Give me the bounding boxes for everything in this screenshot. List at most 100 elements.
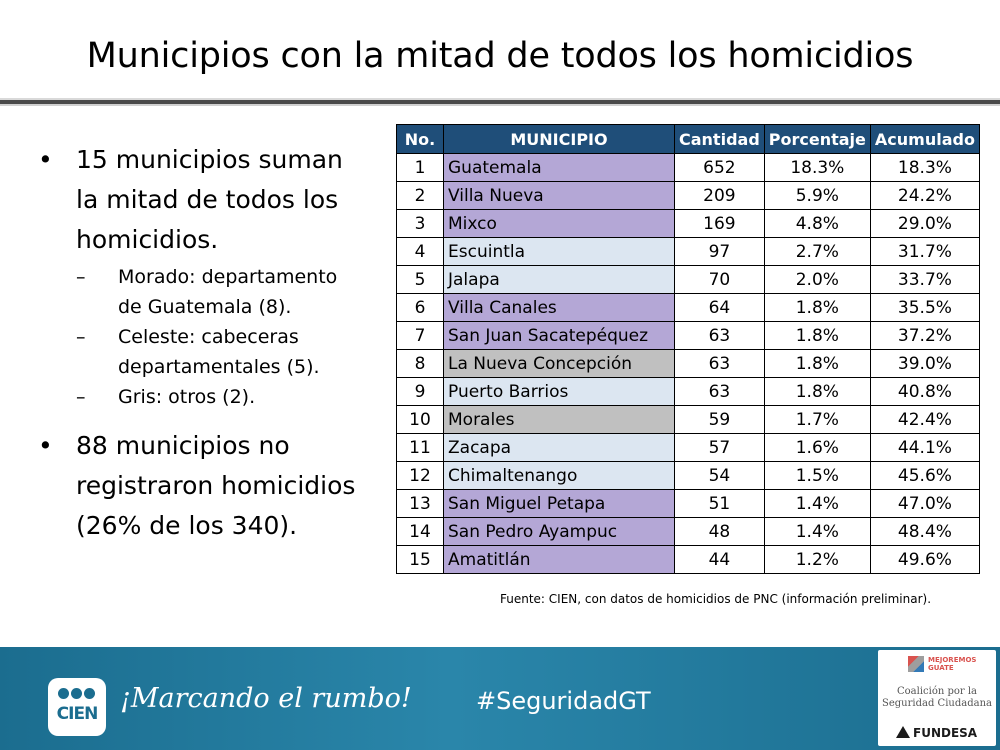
logo-circles-icon	[58, 688, 95, 699]
porcentaje-cell: 1.4%	[763, 489, 871, 518]
row-number-cell: 3	[396, 209, 444, 238]
sub-bullet-item: – Morado: departamento de Guatemala (8).	[76, 262, 396, 322]
municipio-cell: Villa Nueva	[443, 181, 675, 210]
municipio-cell: La Nueva Concepción	[443, 349, 675, 378]
acumulado-cell: 35.5%	[869, 293, 980, 322]
acumulado-cell: 47.0%	[869, 489, 980, 518]
acumulado-cell: 42.4%	[869, 405, 980, 434]
acumulado-cell: 44.1%	[869, 433, 980, 462]
row-number-cell: 7	[396, 321, 444, 350]
row-number-cell: 10	[396, 405, 444, 434]
acumulado-cell: 40.8%	[869, 377, 980, 406]
row-number-cell: 2	[396, 181, 444, 210]
cantidad-cell: 51	[674, 489, 765, 518]
bullet-icon: •	[38, 431, 53, 460]
slide-title: Municipios con la mitad de todos los hom…	[86, 36, 914, 76]
row-number-cell: 6	[396, 293, 444, 322]
acumulado-cell: 49.6%	[869, 545, 980, 574]
porcentaje-cell: 1.5%	[763, 461, 871, 490]
table-row: 10 Morales 59 1.7% 42.4%	[396, 405, 980, 434]
porcentaje-cell: 1.8%	[763, 349, 871, 378]
bullet-line: (26% de los 340).	[76, 511, 298, 540]
municipio-cell: Amatitlán	[443, 545, 675, 574]
municipio-cell: San Juan Sacatepéquez	[443, 321, 675, 350]
table-row: 2 Villa Nueva 209 5.9% 24.2%	[396, 181, 980, 210]
sub-bullet-line: Celeste: cabeceras	[118, 326, 299, 348]
cantidad-cell: 57	[674, 433, 765, 462]
porcentaje-cell: 1.7%	[763, 405, 871, 434]
row-number-cell: 11	[396, 433, 444, 462]
municipio-cell: Villa Canales	[443, 293, 675, 322]
cantidad-cell: 70	[674, 265, 765, 294]
municipio-cell: Jalapa	[443, 265, 675, 294]
header-porcentaje: Porcentaje	[763, 124, 871, 154]
table-row: 6 Villa Canales 64 1.8% 35.5%	[396, 293, 980, 322]
table-body: 1 Guatemala 652 18.3% 18.3% 2 Villa Nueva 209 5.…	[396, 153, 980, 574]
bullet-line: 15 municipios suman	[76, 145, 343, 174]
acumulado-cell: 45.6%	[869, 461, 980, 490]
sub-bullet-item: – Gris: otros (2).	[76, 382, 396, 412]
bullet-icon: •	[38, 145, 53, 174]
municipio-cell: San Pedro Ayampuc	[443, 517, 675, 546]
table-row: 5 Jalapa 70 2.0% 33.7%	[396, 265, 980, 294]
mejoremos-guate-icon	[908, 656, 924, 672]
table-row: 8 La Nueva Concepción 63 1.8% 39.0%	[396, 349, 980, 378]
bullet-item: • 88 municipios no registraron homicidios (…	[36, 426, 396, 546]
table-row: 3 Mixco 169 4.8% 29.0%	[396, 209, 980, 238]
header-no: No.	[396, 124, 444, 154]
bullet-list: • 15 municipios suman la mitad de todos lo…	[36, 140, 396, 546]
row-number-cell: 1	[396, 153, 444, 182]
cantidad-cell: 54	[674, 461, 765, 490]
porcentaje-cell: 1.8%	[763, 321, 871, 350]
table-row: 15 Amatitlán 44 1.2% 49.6%	[396, 545, 980, 574]
cantidad-cell: 63	[674, 349, 765, 378]
cantidad-cell: 44	[674, 545, 765, 574]
row-number-cell: 9	[396, 377, 444, 406]
cantidad-cell: 48	[674, 517, 765, 546]
mejoremos-guate-text: MEJOREMOS GUATE	[928, 656, 977, 672]
porcentaje-cell: 1.2%	[763, 545, 871, 574]
table-row: 9 Puerto Barrios 63 1.8% 40.8%	[396, 377, 980, 406]
acumulado-cell: 29.0%	[869, 209, 980, 238]
row-number-cell: 15	[396, 545, 444, 574]
row-number-cell: 8	[396, 349, 444, 378]
sub-bullet-line: de Guatemala (8).	[118, 296, 292, 318]
municipio-cell: Guatemala	[443, 153, 675, 182]
logo-text: CIEN	[56, 704, 99, 724]
table-row: 12 Chimaltenango 54 1.5% 45.6%	[396, 461, 980, 490]
header-acumulado: Acumulado	[869, 124, 980, 154]
porcentaje-cell: 1.4%	[763, 517, 871, 546]
table-row: 7 San Juan Sacatepéquez 63 1.8% 37.2%	[396, 321, 980, 350]
table-row: 14 San Pedro Ayampuc 48 1.4% 48.4%	[396, 517, 980, 546]
acumulado-cell: 48.4%	[869, 517, 980, 546]
porcentaje-cell: 4.8%	[763, 209, 871, 238]
coalition-logo: MEJOREMOS GUATE Coalición por la Segurid…	[878, 650, 996, 746]
cantidad-cell: 209	[674, 181, 765, 210]
cantidad-cell: 652	[674, 153, 765, 182]
municipio-cell: Morales	[443, 405, 675, 434]
table-row: 13 San Miguel Petapa 51 1.4% 47.0%	[396, 489, 980, 518]
sub-bullet-item: – Celeste: cabeceras departamentales (5).	[76, 322, 396, 382]
bullet-line: registraron homicidios	[76, 471, 356, 500]
cantidad-cell: 63	[674, 321, 765, 350]
coalition-name: Coalición por la Seguridad Ciudadana	[882, 686, 992, 709]
bullet-line: la mitad de todos los	[76, 185, 339, 214]
cantidad-cell: 169	[674, 209, 765, 238]
acumulado-cell: 18.3%	[869, 153, 980, 182]
sub-bullet-list: – Morado: departamento de Guatemala (8). – C…	[76, 262, 396, 412]
slogan: ¡Marcando el rumbo!	[120, 683, 412, 714]
cantidad-cell: 63	[674, 377, 765, 406]
acumulado-cell: 24.2%	[869, 181, 980, 210]
row-number-cell: 14	[396, 517, 444, 546]
table-row: 1 Guatemala 652 18.3% 18.3%	[396, 153, 980, 182]
fundesa-logo: FUNDESA	[896, 726, 977, 740]
source-note: Fuente: CIEN, con datos de homicidios de…	[500, 592, 932, 606]
row-number-cell: 12	[396, 461, 444, 490]
cantidad-cell: 64	[674, 293, 765, 322]
header-municipio: MUNICIPIO	[443, 124, 675, 154]
municipio-cell: Chimaltenango	[443, 461, 675, 490]
cantidad-cell: 59	[674, 405, 765, 434]
cantidad-cell: 97	[674, 237, 765, 266]
municipio-cell: Escuintla	[443, 237, 675, 266]
sub-bullet-line: departamentales (5).	[118, 356, 320, 378]
